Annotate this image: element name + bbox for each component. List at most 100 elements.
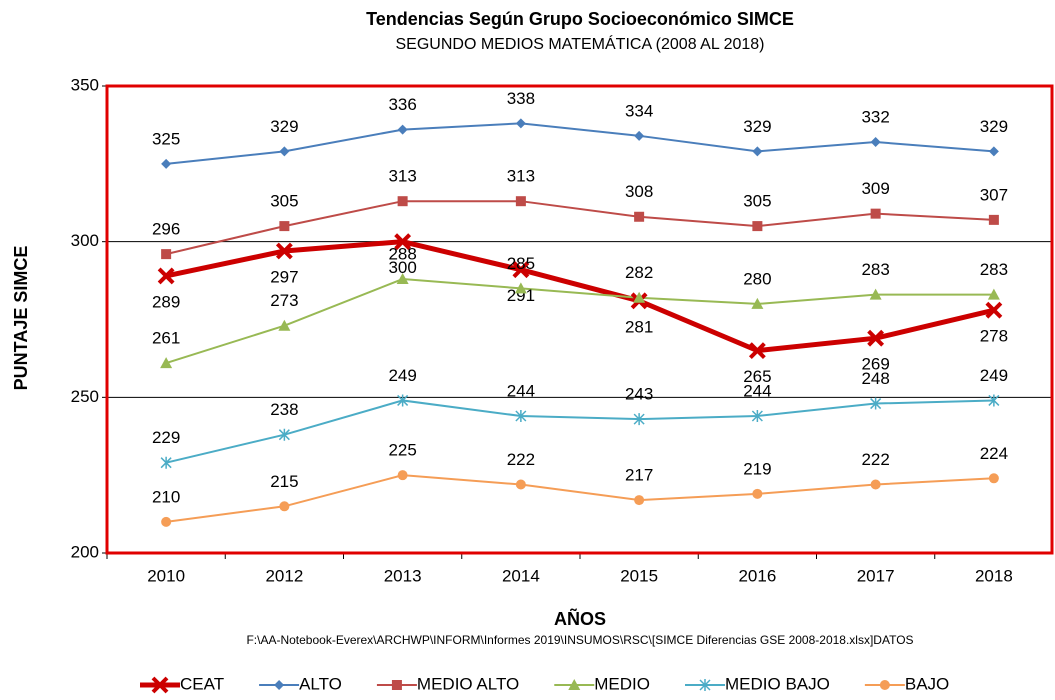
legend-marker [568, 679, 581, 690]
data-point [279, 146, 290, 157]
x-tick-label: 2016 [738, 566, 776, 585]
data-point [515, 118, 526, 129]
data-label: 283 [861, 260, 889, 279]
y-tick-label: 300 [71, 231, 99, 250]
data-label: 338 [507, 89, 535, 108]
data-label: 244 [743, 381, 771, 400]
legend-label: CEAT [180, 674, 224, 693]
data-point [988, 394, 1000, 407]
data-point [279, 501, 290, 512]
data-point [870, 208, 881, 219]
series-line [165, 399, 994, 464]
legend-marker [391, 680, 402, 690]
data-point [752, 221, 763, 232]
data-label: 329 [980, 117, 1008, 136]
data-point [397, 124, 408, 135]
data-point [870, 479, 881, 490]
data-label: 300 [388, 258, 416, 277]
data-label: 248 [861, 369, 889, 388]
data-point [634, 130, 645, 141]
data-label: 336 [388, 95, 416, 114]
data-point [515, 196, 526, 207]
data-label: 243 [625, 385, 653, 404]
x-axis-label: AÑOS [554, 608, 606, 629]
data-label: 308 [625, 182, 653, 201]
x-tick-label: 2010 [147, 566, 185, 585]
data-point [397, 196, 408, 207]
data-point [278, 428, 290, 441]
data-label: 269 [861, 355, 889, 374]
legend-label: BAJO [905, 674, 949, 693]
data-label: 329 [270, 117, 298, 136]
data-point [870, 397, 882, 410]
data-label: 305 [743, 192, 771, 211]
x-tick-label: 2013 [384, 566, 422, 585]
legend-item: CEAT [140, 674, 224, 693]
legend-marker [699, 679, 711, 691]
data-point [748, 342, 766, 360]
data-label: 249 [388, 366, 416, 385]
data-label: 222 [507, 450, 535, 469]
data-label: 281 [625, 317, 653, 336]
data-point [752, 146, 763, 157]
data-point [512, 261, 530, 279]
data-point [160, 456, 172, 469]
data-label: 249 [980, 366, 1008, 385]
data-point [157, 267, 175, 285]
data-point [988, 214, 999, 225]
y-tick-label: 350 [71, 75, 99, 94]
data-label: 329 [743, 117, 771, 136]
data-point [633, 413, 645, 426]
data-point [985, 301, 1003, 319]
data-label: 325 [152, 129, 180, 148]
data-point [988, 146, 999, 157]
data-point [751, 297, 764, 309]
x-tick-label: 2015 [620, 566, 658, 585]
data-label: 222 [861, 450, 889, 469]
data-point [515, 410, 527, 423]
x-tick-label: 2012 [265, 566, 303, 585]
data-label: 332 [861, 108, 889, 127]
data-label: 225 [388, 441, 416, 460]
data-label: 219 [743, 459, 771, 478]
series-line [165, 200, 994, 256]
data-label: 224 [980, 444, 1008, 463]
data-label: 278 [980, 327, 1008, 346]
series-line [165, 278, 994, 365]
data-point [279, 221, 290, 232]
data-label: 261 [152, 329, 180, 348]
legend-item: MEDIO BAJO [685, 674, 830, 693]
data-label: 307 [980, 185, 1008, 204]
legend-marker [274, 680, 285, 690]
data-point [988, 473, 999, 484]
y-axis-label: PUNTAJE SIMCE [11, 246, 31, 391]
data-label: 210 [152, 487, 180, 506]
data-point [752, 488, 763, 499]
x-tick-label: 2017 [857, 566, 895, 585]
data-label: 313 [507, 167, 535, 186]
data-label: 229 [152, 428, 180, 447]
x-tick-label: 2018 [975, 566, 1013, 585]
data-label: 265 [743, 367, 771, 386]
legend-item: MEDIO ALTO [376, 674, 519, 693]
series-line [165, 474, 994, 523]
data-label: 334 [625, 101, 653, 120]
legend-label: ALTO [299, 674, 342, 693]
data-label: 283 [980, 260, 1008, 279]
data-point [987, 288, 1000, 300]
series-line [166, 122, 994, 165]
data-point [397, 470, 408, 481]
y-tick-label: 200 [71, 542, 99, 561]
data-point [161, 249, 172, 260]
legend-label: MEDIO [594, 674, 650, 693]
data-label: 273 [270, 291, 298, 310]
data-point [633, 291, 646, 303]
legend-label: MEDIO ALTO [417, 674, 519, 693]
data-label: 244 [507, 381, 535, 400]
legend-item: BAJO [864, 674, 949, 693]
data-point [870, 137, 881, 148]
data-point [275, 242, 293, 260]
data-point [514, 282, 527, 294]
data-label: 297 [270, 267, 298, 286]
